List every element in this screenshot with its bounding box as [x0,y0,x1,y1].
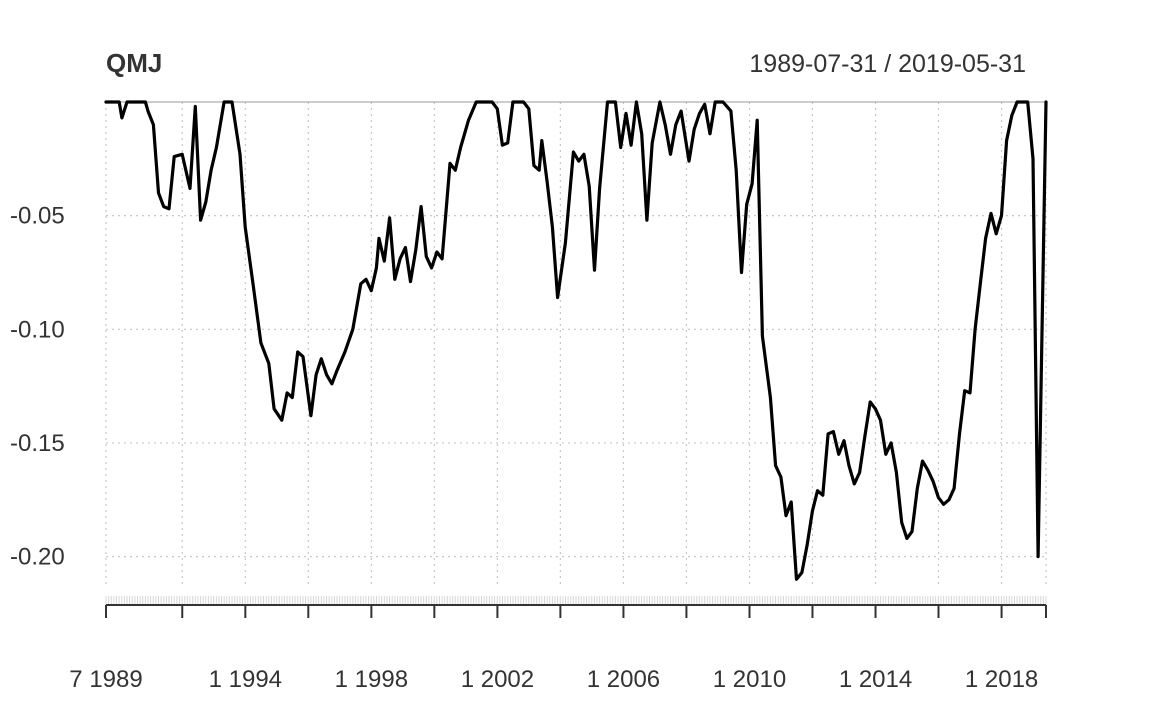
y-tick-label: -0.15 [10,430,65,457]
series-layer [104,100,1048,581]
chart-title: QMJ [106,48,162,78]
series-line-0 [104,100,1048,581]
x-tick-label-4: 1 2006 [587,666,660,693]
y-tick-label: -0.10 [10,316,65,343]
x-tick-label-6: 1 2014 [839,666,912,693]
grid [105,102,1047,585]
x-tick-label-3: 1 2002 [461,666,534,693]
x-axis: 7 1989 1 1994 1 1998 1 2002 1 2006 1 2010 1 20… [69,596,1047,693]
y-tick-label: -0.05 [10,203,65,230]
x-tick-label-7: 1 2018 [965,666,1038,693]
x-tick-label-2: 1 1998 [335,666,408,693]
y-tick-label: -0.20 [10,544,65,571]
x-tick-label-0: 7 1989 [69,666,142,693]
date-range-label: 1989-07-31 / 2019-05-31 [749,50,1026,78]
x-tick-label-1: 1 1994 [209,666,282,693]
x-tick-label-5: 1 2010 [713,666,786,693]
y-axis: -0.05 -0.10 -0.15 -0.20 [10,203,65,571]
